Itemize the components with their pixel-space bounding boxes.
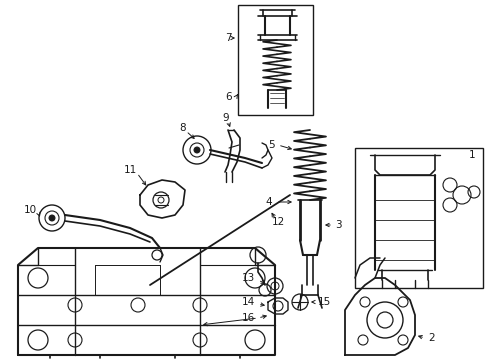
Text: 2: 2 — [428, 333, 435, 343]
Text: 9: 9 — [222, 113, 229, 123]
Text: 16: 16 — [242, 313, 255, 323]
Text: 14: 14 — [242, 297, 255, 307]
Text: 3: 3 — [335, 220, 342, 230]
Text: 15: 15 — [318, 297, 331, 307]
Circle shape — [49, 215, 55, 221]
Text: 13: 13 — [242, 273, 255, 283]
Bar — [238, 5, 313, 115]
Text: 1: 1 — [469, 150, 475, 160]
Circle shape — [194, 147, 200, 153]
Bar — [355, 148, 483, 288]
Text: 8: 8 — [180, 123, 186, 133]
Text: 12: 12 — [271, 217, 285, 227]
Text: 4: 4 — [266, 197, 272, 207]
Text: 5: 5 — [269, 140, 275, 150]
Text: 6: 6 — [225, 92, 232, 102]
Text: 7: 7 — [225, 33, 232, 43]
Text: 11: 11 — [123, 165, 137, 175]
Text: 10: 10 — [24, 205, 37, 215]
